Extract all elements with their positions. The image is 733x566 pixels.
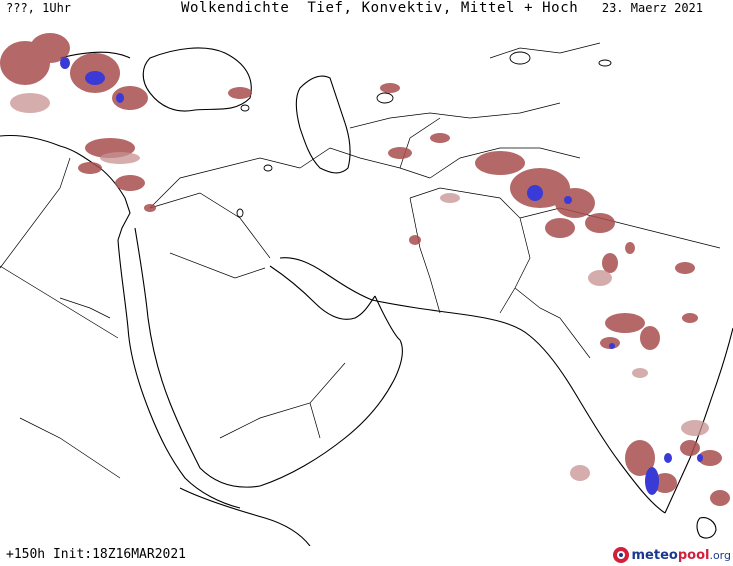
cloud-convective <box>60 57 703 495</box>
country-borders <box>0 42 721 479</box>
cloud-density-map <box>0 33 733 546</box>
cloud-cover-light <box>10 93 709 481</box>
coastlines <box>0 47 733 546</box>
meteopool-logo-icon <box>612 547 629 563</box>
forecast-time-label: ???, 1Uhr <box>6 1 72 15</box>
cloud-cover-low <box>0 33 730 506</box>
brand-text: meteopool.org <box>631 547 732 563</box>
map-title: Wolkendichte Tief, Konvektiv, Mittel + H… <box>181 0 579 16</box>
lakes <box>236 51 612 218</box>
meteopool-brand[interactable]: meteopool.org <box>612 546 732 564</box>
forecast-date: 23. Maerz 2021 <box>601 1 703 15</box>
model-run-info: +150h Init:18Z16MAR2021 <box>6 547 187 562</box>
